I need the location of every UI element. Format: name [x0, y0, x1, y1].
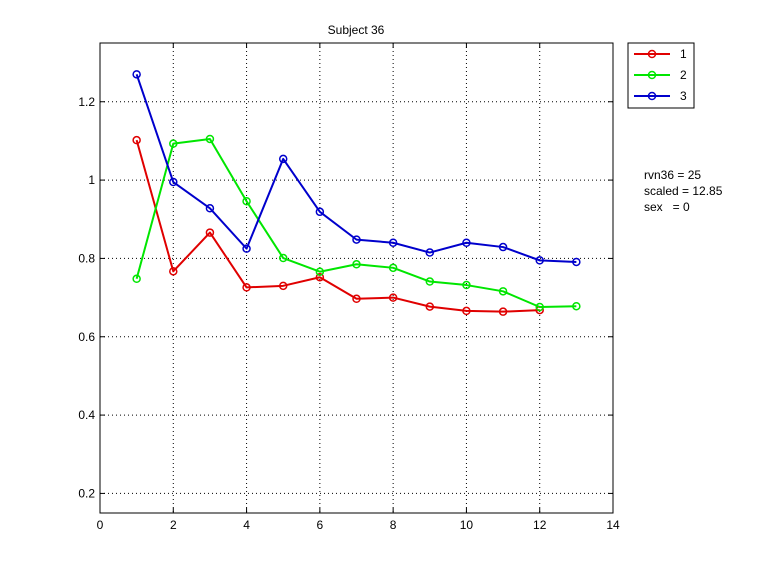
data-point	[462, 238, 471, 247]
data-point	[205, 134, 215, 144]
data-point	[352, 260, 361, 269]
data-point	[388, 263, 398, 273]
series-line-3	[135, 74, 577, 263]
data-point	[205, 204, 215, 213]
annotation-rvn: rvn36 = 25	[644, 168, 702, 182]
x-tick-label: 10	[460, 518, 474, 532]
series-line-2	[135, 137, 577, 308]
data-point	[205, 228, 215, 237]
series-3	[132, 70, 581, 267]
series-1	[132, 135, 544, 316]
series-layer	[132, 70, 581, 316]
legend-label-2: 2	[680, 68, 687, 82]
data-point	[498, 307, 508, 316]
data-point	[132, 135, 141, 145]
data-point	[572, 257, 581, 267]
data-point	[388, 238, 398, 247]
y-axis: 0.2 0.4 0.6 0.8 1 1.2	[78, 95, 613, 500]
data-point	[132, 274, 141, 284]
data-point	[425, 277, 435, 286]
x-tick-label: 0	[97, 518, 104, 532]
data-point	[462, 280, 471, 290]
data-point	[352, 294, 361, 304]
data-point	[315, 272, 325, 282]
legend-marker-3	[647, 91, 657, 101]
legend-marker-1	[647, 49, 657, 59]
y-tick-label: 1	[88, 173, 95, 187]
x-tick-label: 4	[243, 518, 250, 532]
plot-frame	[99, 42, 614, 514]
annotation-scaled: scaled = 12.85	[644, 184, 723, 198]
x-tick-label: 14	[606, 518, 620, 532]
data-point	[498, 287, 508, 296]
data-point	[132, 70, 141, 79]
data-point	[242, 244, 251, 253]
data-point	[242, 196, 251, 206]
data-point	[169, 139, 178, 148]
data-point	[388, 293, 398, 302]
annotation-sex: sex = 0	[644, 200, 690, 214]
plot-area	[100, 43, 613, 513]
series-2	[132, 134, 581, 312]
legend: 1 2 3	[627, 42, 695, 109]
data-point	[315, 207, 325, 217]
data-point	[425, 248, 435, 257]
y-tick-label: 1.2	[78, 95, 95, 109]
data-point	[169, 177, 178, 187]
data-point	[242, 283, 251, 292]
data-point	[572, 301, 581, 311]
data-point	[535, 302, 544, 312]
x-tick-label: 12	[533, 518, 547, 532]
data-point	[169, 267, 178, 276]
data-point	[315, 267, 325, 276]
data-point	[352, 235, 361, 244]
data-point	[425, 302, 435, 311]
legend-label-3: 3	[680, 89, 687, 103]
x-tick-label: 2	[170, 518, 177, 532]
data-point	[498, 242, 508, 252]
series-line-1	[135, 139, 540, 313]
legend-label-1: 1	[680, 47, 687, 61]
y-tick-label: 0.8	[78, 251, 95, 265]
chart-title: Subject 36	[328, 23, 385, 37]
y-tick-label: 0.6	[78, 330, 95, 344]
grid-lines	[100, 43, 613, 513]
legend-marker-2	[647, 70, 657, 80]
x-tick-label: 6	[317, 518, 324, 532]
data-point	[278, 281, 288, 291]
data-point	[535, 256, 544, 265]
data-point	[278, 253, 288, 263]
y-tick-label: 0.2	[78, 486, 95, 500]
x-tick-label: 8	[390, 518, 397, 532]
y-tick-label: 0.4	[78, 408, 95, 422]
data-point	[278, 154, 288, 164]
data-point	[462, 306, 471, 316]
